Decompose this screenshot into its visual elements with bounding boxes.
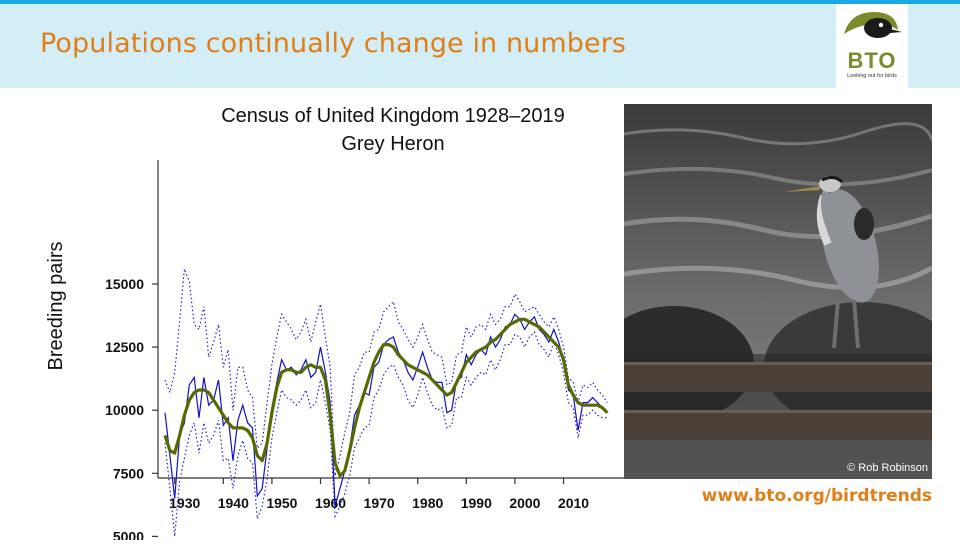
x-tick-label-1940: 1940 [218, 495, 249, 511]
chart-svg: Census of United Kingdom 1928–2019 Grey … [45, 105, 630, 544]
logo-text: BTO [847, 48, 897, 73]
x-tick-label-1930: 1930 [169, 495, 200, 511]
photo-credit: © Rob Robinson [847, 462, 928, 474]
y-axis-label: Breeding pairs [45, 242, 67, 371]
y-ticks: 5000 7500 10000 12500 15000 [105, 276, 158, 544]
x-tick-label-1960: 1960 [315, 495, 346, 511]
series-line-lower-confidence-limit [164, 331, 608, 537]
chart-title: Census of United Kingdom 1928–2019 [221, 105, 565, 127]
heron-photo [594, 104, 960, 479]
x-tick-label-2010: 2010 [558, 495, 589, 511]
logo-tagline: Looking out for birds [847, 73, 897, 79]
series-line-smoothed-trend [163, 317, 609, 478]
slide-title: Populations continually change in number… [40, 28, 627, 59]
series-line-upper-confidence-limit [164, 268, 608, 476]
x-tick-label-1950: 1950 [266, 495, 297, 511]
grey-heron-image [594, 104, 960, 479]
birdtrends-url[interactable]: www.bto.org/birdtrends [701, 486, 932, 506]
y-tick-label-10000: 10000 [105, 402, 144, 418]
x-tick-label-2000: 2000 [509, 495, 540, 511]
x-tick-label-1990: 1990 [461, 495, 492, 511]
bto-logo: BTO Looking out for birds [836, 4, 908, 88]
population-chart: Census of United Kingdom 1928–2019 Grey … [0, 92, 640, 544]
y-tick-label-15000: 15000 [105, 276, 144, 292]
heron-icon [784, 175, 879, 349]
y-tick-label-5000: 5000 [113, 528, 144, 540]
series-group [163, 268, 609, 537]
x-tick-label-1970: 1970 [364, 495, 395, 511]
chart-subtitle: Grey Heron [341, 133, 444, 155]
top-accent-bar [0, 0, 960, 4]
x-ticks: 1930 1940 1950 1960 1970 1980 1990 2000 2010 [169, 478, 589, 511]
y-tick-label-12500: 12500 [105, 339, 144, 355]
bird-logo-icon [844, 12, 902, 38]
series-line-annual-index [164, 313, 608, 507]
header-banner: Populations continually change in number… [0, 4, 960, 88]
y-tick-label-7500: 7500 [113, 465, 144, 481]
x-tick-label-1980: 1980 [412, 495, 443, 511]
